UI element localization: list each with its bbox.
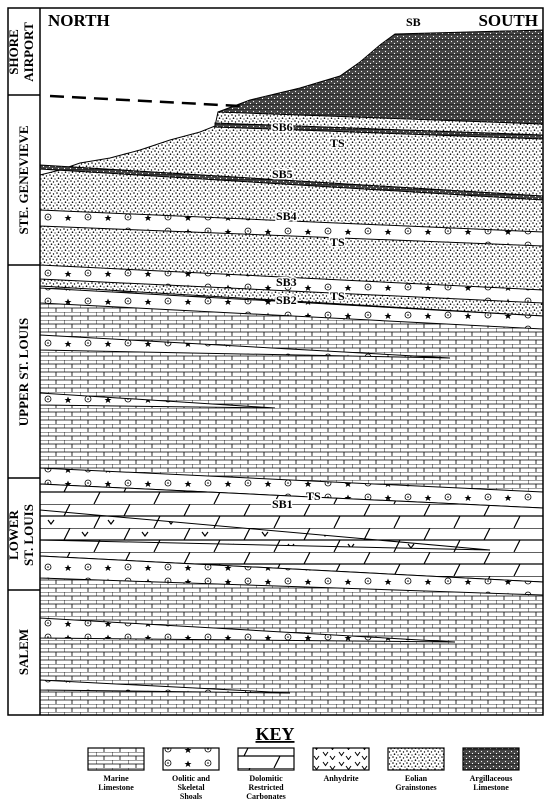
north-label: NORTH xyxy=(48,11,110,30)
key-label: Restricted xyxy=(248,783,284,792)
key-label: Grainstones xyxy=(395,783,436,792)
key-swatch xyxy=(87,747,145,771)
formation-label: STE. GENEVIEVE xyxy=(16,125,31,234)
key-label: Argillaceous xyxy=(470,774,513,783)
surface-label: SB1 xyxy=(272,497,293,511)
key-swatch xyxy=(462,747,520,771)
surface-label: TS xyxy=(330,235,345,249)
formation-label: LOWER xyxy=(6,509,21,559)
surface-label: TS xyxy=(330,289,345,303)
key-title: KEY xyxy=(255,724,294,744)
formation-label: AIRPORT xyxy=(21,22,36,82)
key-swatch xyxy=(162,747,220,771)
frame xyxy=(7,7,544,716)
key-swatch xyxy=(237,747,295,771)
surface-label: SB5 xyxy=(272,167,293,181)
key-label: Dolomitic xyxy=(249,774,283,783)
surface-label: SB6 xyxy=(272,120,293,134)
surface-labels: SB SB6 TS SB5 SB4 TS SB3 TS SB2 TS SB1 xyxy=(271,14,423,513)
key-label: Anhydrite xyxy=(323,774,359,783)
section-fill xyxy=(39,29,544,716)
formation-label: SALEM xyxy=(16,629,31,675)
formation-labels: SHORE AIRPORT STE. GENEVIEVE UPPER ST. L… xyxy=(6,22,36,675)
key-label: Limestone xyxy=(473,783,509,792)
key-label: Limestone xyxy=(98,783,134,792)
surface-label: SB xyxy=(406,15,421,29)
key-label: Shoals xyxy=(180,792,202,801)
key-label: Marine xyxy=(103,774,129,783)
key-label: Carbonates xyxy=(246,792,286,801)
formation-label: UPPER ST. LOUIS xyxy=(16,318,31,426)
key-swatch xyxy=(387,747,445,771)
formation-label: SHORE xyxy=(6,29,21,75)
surface-label: SB4 xyxy=(276,209,297,223)
surface-label: TS xyxy=(306,489,321,503)
key-label: Skeletal xyxy=(177,783,205,792)
key-swatch xyxy=(312,747,370,771)
surface-label: SB3 xyxy=(276,275,297,289)
key-label: Eolian xyxy=(405,774,428,783)
formation-label: ST. LOUIS xyxy=(21,504,36,566)
south-label: SOUTH xyxy=(478,11,538,30)
surface-label: TS xyxy=(330,136,345,150)
key-label: Oolitic and xyxy=(172,774,211,783)
surface-label: SB2 xyxy=(276,293,297,307)
